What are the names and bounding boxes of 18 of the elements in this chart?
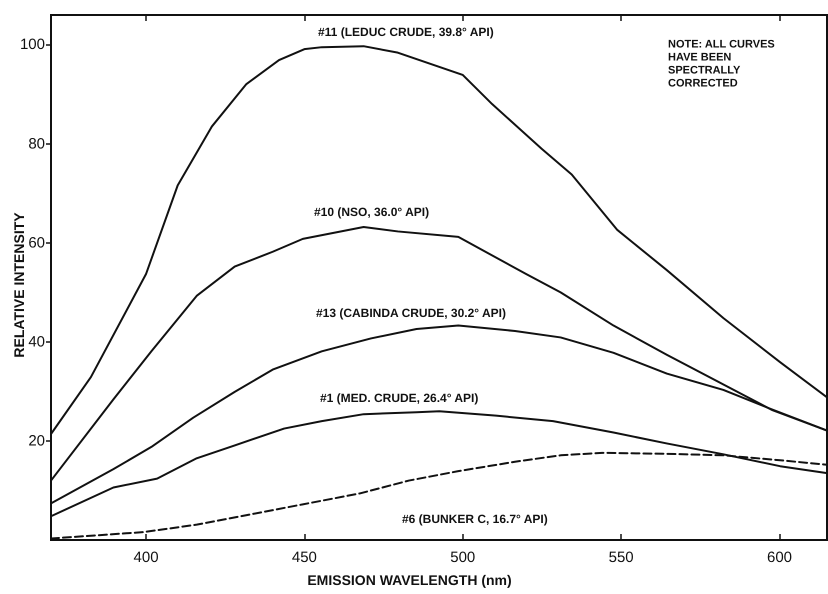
y-tick-label: 20	[28, 432, 45, 450]
x-axis-title: EMISSION WAVELENGTH (nm)	[307, 572, 512, 588]
x-tick-label: 600	[766, 549, 792, 566]
y-tick-label: 60	[28, 234, 45, 252]
x-tick-label: 550	[608, 549, 634, 566]
y-axis-title: RELATIVE INTENSITY	[11, 212, 27, 358]
y-tick-label: 40	[28, 333, 45, 350]
x-tick-label: 400	[134, 549, 159, 566]
text: #6 (BUNKER C, 16.7° API)	[402, 512, 548, 526]
annotation: NOTE: ALL CURVES HAVE BEEN SPECTRALLY CORRECTED	[668, 38, 778, 90]
legend-label: #11 (LEDUC CRUDE, 39.8° API)	[318, 25, 494, 39]
series-label: #1 (MED. CRUDE, 26.4° API)	[320, 391, 478, 405]
series-label: #13 (CABINDA CRUDE, 30.2° API)	[316, 306, 506, 320]
x-tick-label: 450	[292, 549, 317, 566]
x-tick-label: 500	[450, 549, 476, 566]
y-tick-label: 100	[20, 36, 45, 54]
series-label: #10 (NSO, 36.0° API)	[314, 205, 430, 219]
y-tick-label: 80	[28, 135, 45, 152]
